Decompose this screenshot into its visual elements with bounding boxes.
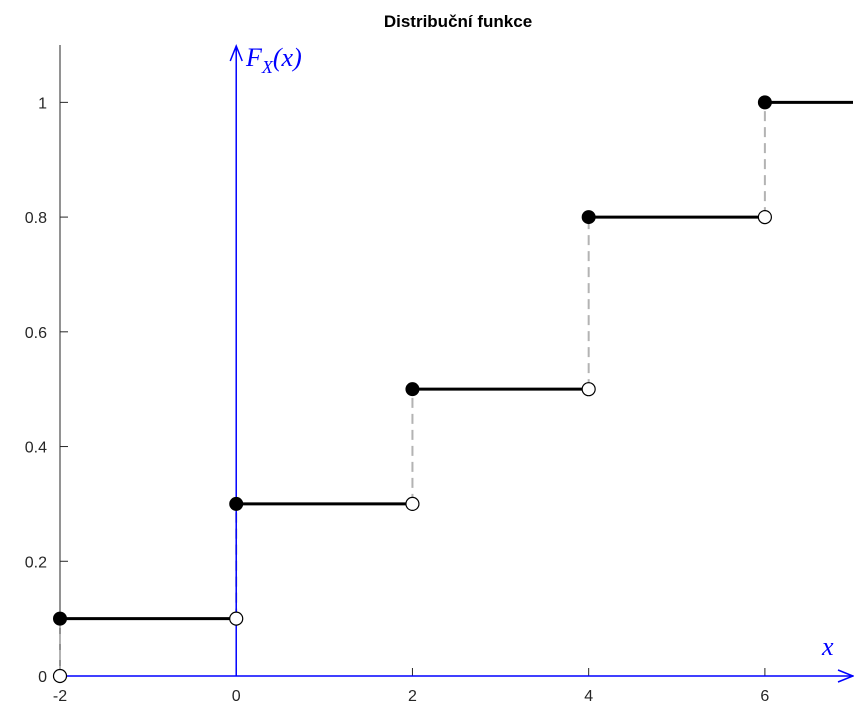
filled-point xyxy=(405,382,420,397)
step-points xyxy=(52,95,772,684)
axes-frame xyxy=(59,45,853,677)
x-tick-label: 0 xyxy=(232,688,241,705)
x-axis-label: x xyxy=(821,632,834,661)
vertical-axis-arrow-icon xyxy=(229,43,243,62)
open-point xyxy=(229,611,244,626)
y-tick-label: 1 xyxy=(38,95,47,112)
tick-labels: -2 0 2 4 6 0 0.2 0.4 0.6 0.8 1 xyxy=(25,95,770,705)
y-axis-label-main: F xyxy=(245,43,263,72)
x-tick-label: 2 xyxy=(408,688,417,705)
filled-point xyxy=(757,95,772,110)
open-point xyxy=(52,668,68,684)
open-point xyxy=(405,496,420,512)
y-tick-label: 0.8 xyxy=(25,210,47,227)
y-axis-label: FX(x) xyxy=(245,43,302,77)
y-axis-label-sub: X xyxy=(261,57,274,77)
y-tick-label: 0.2 xyxy=(25,554,47,571)
x-tick-label: 4 xyxy=(584,688,593,705)
chart-title: Distribuční funkce xyxy=(384,12,532,31)
filled-point xyxy=(229,496,244,511)
y-tick-label: 0 xyxy=(38,669,47,686)
filled-point xyxy=(53,611,67,626)
y-axis-label-arg: (x) xyxy=(273,43,302,72)
x-tick-label: -2 xyxy=(53,688,67,705)
y-tick-label: 0.6 xyxy=(25,325,47,342)
step-segments xyxy=(60,100,853,621)
horizontal-axis-arrow-icon xyxy=(837,669,854,683)
open-point xyxy=(757,209,772,225)
x-tick-label: 6 xyxy=(760,688,769,705)
filled-point xyxy=(581,210,596,225)
y-tick-label: 0.4 xyxy=(25,440,47,457)
open-point xyxy=(581,382,596,397)
coordinate-axes xyxy=(60,43,854,683)
